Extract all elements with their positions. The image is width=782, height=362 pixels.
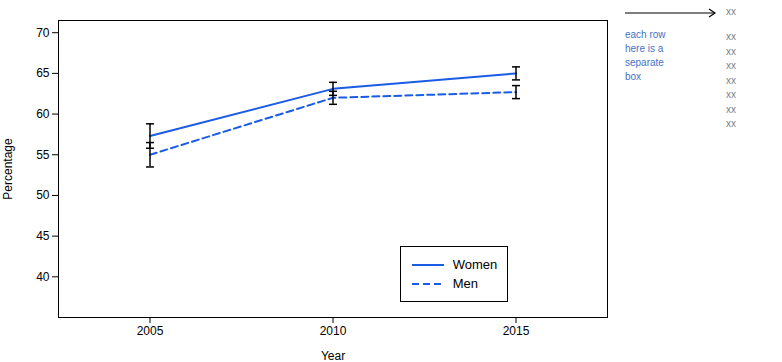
html-text:xx: xx — [726, 74, 736, 86]
html-text:xx: xx — [726, 31, 736, 42]
html-text:xx: xx — [726, 60, 736, 71]
svg-text:50: 50 — [36, 188, 50, 202]
html-text:xx: xx — [726, 89, 736, 100]
svg-text:Year: Year — [321, 349, 345, 362]
svg-text:2010: 2010 — [320, 324, 347, 338]
html-text:Men: Men — [452, 276, 478, 292]
svg-text:2005: 2005 — [137, 324, 164, 338]
html-text:each row here is a separate bo: each row here is a separate box — [625, 29, 666, 82]
html-text:xx: xx — [726, 118, 736, 129]
svg-text:70: 70 — [36, 26, 50, 40]
svg-text:2015: 2015 — [503, 324, 530, 338]
svg-text:45: 45 — [36, 229, 50, 243]
html-text:xx: xx — [726, 6, 736, 17]
svg-text:65: 65 — [36, 66, 50, 80]
html-text:xx: xx — [726, 45, 736, 57]
svg-text:Percentage: Percentage — [1, 138, 15, 200]
html-text:Women: Women — [452, 257, 498, 273]
svg-text:40: 40 — [36, 270, 50, 284]
svg-text:55: 55 — [36, 148, 50, 162]
svg-text:60: 60 — [36, 107, 50, 121]
html-text:xx: xx — [726, 103, 736, 115]
